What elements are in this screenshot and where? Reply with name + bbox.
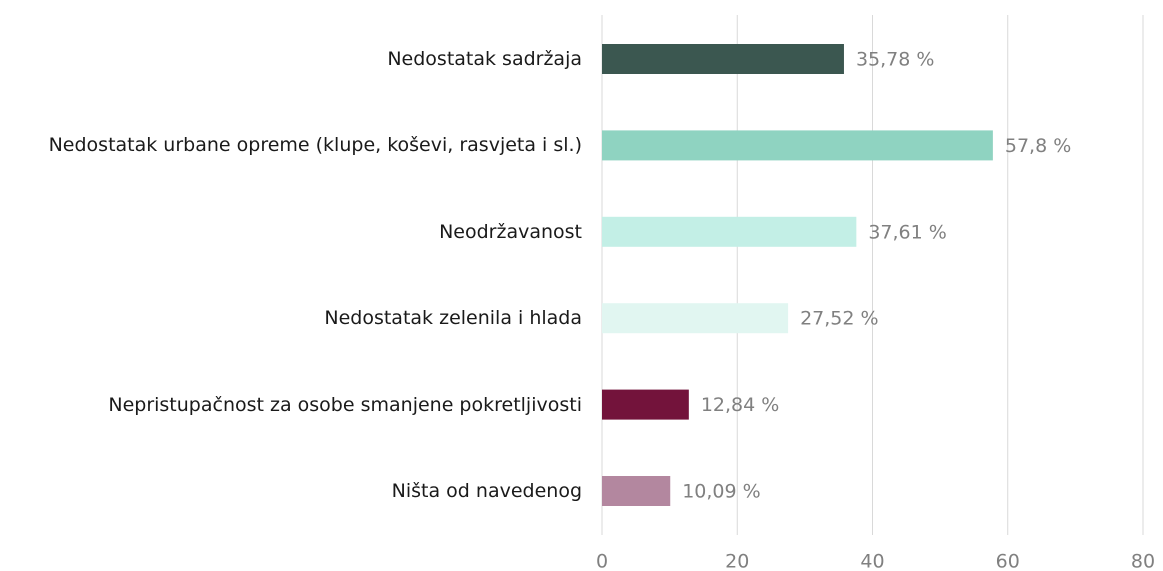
value-label: 37,61 % [868,221,947,243]
value-label: 35,78 % [856,49,935,71]
x-tick-label: 0 [596,551,608,571]
x-tick-label: 60 [996,551,1020,571]
category-label: Nedostatak sadržaja [387,48,582,70]
category-label: Ništa od navedenog [391,480,582,502]
value-label: 27,52 % [800,308,879,330]
bar [602,130,993,161]
x-tick-label: 20 [725,551,749,571]
value-label: 10,09 % [682,481,761,503]
bar [602,44,844,74]
bar [602,303,789,334]
category-label: Nedostatak urbane opreme (klupe, koševi,… [48,134,582,157]
x-tick-label: 40 [860,551,884,571]
value-label: 12,84 % [701,394,780,416]
bar [602,476,671,506]
category-label: Neodržavanost [439,220,582,243]
bar [602,389,689,420]
category-label: Nedostatak zelenila i hlada [324,307,582,330]
value-label: 57,8 % [1005,135,1071,157]
x-tick-label: 80 [1131,551,1155,571]
category-label: Nepristupačnost za osobe smanjene pokret… [108,393,582,416]
bar [602,216,857,247]
